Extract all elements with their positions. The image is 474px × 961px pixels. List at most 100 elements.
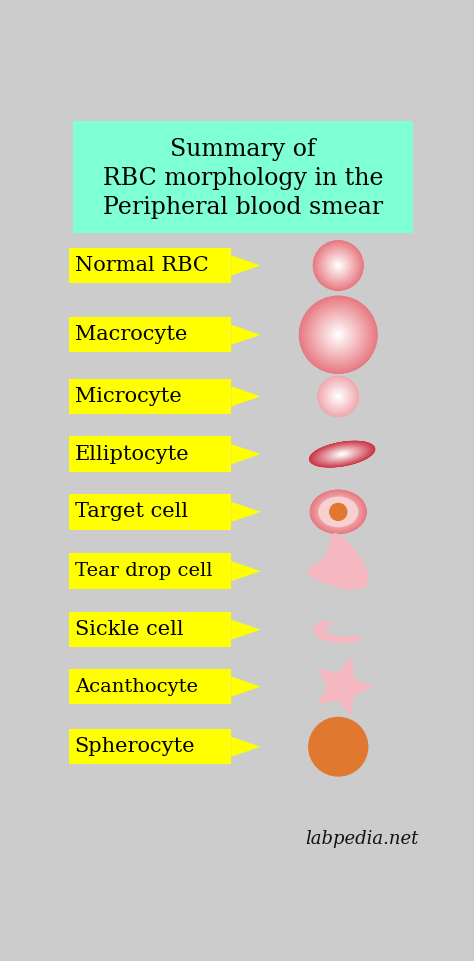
Circle shape	[313, 309, 364, 360]
Ellipse shape	[337, 511, 339, 512]
Circle shape	[310, 307, 367, 363]
Ellipse shape	[318, 445, 366, 463]
Circle shape	[318, 314, 359, 355]
Polygon shape	[231, 444, 261, 464]
Ellipse shape	[325, 448, 359, 461]
Circle shape	[334, 392, 342, 401]
Circle shape	[325, 253, 351, 279]
Circle shape	[328, 255, 349, 276]
Circle shape	[326, 254, 350, 278]
Ellipse shape	[316, 494, 361, 530]
Ellipse shape	[329, 449, 355, 459]
Polygon shape	[231, 256, 261, 276]
Ellipse shape	[328, 505, 348, 519]
Ellipse shape	[330, 450, 354, 458]
Circle shape	[334, 392, 342, 400]
Circle shape	[330, 388, 346, 405]
Ellipse shape	[328, 505, 348, 520]
Circle shape	[333, 391, 344, 402]
Circle shape	[324, 251, 353, 280]
Ellipse shape	[338, 453, 346, 456]
Text: Elliptocyte: Elliptocyte	[75, 445, 190, 463]
Ellipse shape	[323, 447, 362, 461]
Ellipse shape	[319, 445, 365, 463]
Circle shape	[334, 331, 342, 338]
Circle shape	[309, 718, 368, 776]
Circle shape	[329, 387, 347, 406]
Ellipse shape	[330, 505, 346, 518]
Ellipse shape	[333, 451, 351, 457]
Circle shape	[316, 243, 361, 288]
Circle shape	[334, 392, 342, 401]
Ellipse shape	[328, 449, 356, 459]
Ellipse shape	[323, 447, 361, 461]
Ellipse shape	[314, 443, 370, 465]
Ellipse shape	[319, 497, 358, 528]
Circle shape	[322, 249, 355, 282]
Ellipse shape	[318, 496, 359, 528]
Circle shape	[320, 378, 356, 414]
Circle shape	[333, 260, 343, 270]
Ellipse shape	[326, 448, 358, 460]
Circle shape	[337, 396, 339, 397]
Ellipse shape	[319, 445, 365, 463]
Circle shape	[328, 385, 349, 407]
Circle shape	[337, 395, 339, 397]
Ellipse shape	[326, 448, 358, 460]
Circle shape	[319, 316, 357, 354]
Ellipse shape	[332, 451, 352, 458]
Ellipse shape	[337, 452, 347, 456]
Ellipse shape	[324, 447, 361, 461]
Circle shape	[338, 334, 339, 335]
Circle shape	[322, 319, 354, 351]
Ellipse shape	[311, 491, 366, 533]
Circle shape	[329, 257, 347, 274]
Ellipse shape	[317, 495, 360, 529]
Ellipse shape	[324, 501, 353, 523]
Ellipse shape	[322, 500, 354, 525]
Ellipse shape	[328, 449, 357, 460]
FancyBboxPatch shape	[69, 317, 231, 353]
Ellipse shape	[311, 442, 374, 466]
Ellipse shape	[313, 492, 364, 531]
Circle shape	[335, 262, 342, 269]
Ellipse shape	[312, 492, 364, 531]
Circle shape	[319, 377, 357, 415]
Circle shape	[323, 320, 354, 350]
Circle shape	[331, 328, 345, 342]
Circle shape	[319, 378, 357, 415]
Ellipse shape	[322, 500, 355, 525]
Circle shape	[320, 247, 356, 283]
Circle shape	[321, 248, 356, 283]
Ellipse shape	[315, 494, 362, 530]
Circle shape	[332, 390, 345, 403]
Circle shape	[321, 379, 356, 414]
Circle shape	[337, 396, 339, 397]
Circle shape	[316, 243, 361, 287]
Circle shape	[337, 264, 339, 266]
Circle shape	[314, 242, 362, 289]
Circle shape	[327, 384, 350, 408]
Circle shape	[327, 255, 349, 277]
Ellipse shape	[319, 445, 365, 463]
Circle shape	[328, 325, 348, 345]
Circle shape	[331, 259, 346, 273]
Circle shape	[335, 393, 341, 400]
Circle shape	[322, 318, 355, 351]
Circle shape	[325, 321, 352, 349]
Ellipse shape	[325, 502, 352, 523]
Circle shape	[337, 395, 340, 398]
Circle shape	[336, 263, 340, 268]
Ellipse shape	[331, 450, 354, 458]
Ellipse shape	[313, 493, 363, 531]
Ellipse shape	[319, 498, 357, 527]
Circle shape	[316, 244, 360, 287]
Ellipse shape	[314, 493, 363, 530]
Ellipse shape	[313, 443, 371, 465]
Ellipse shape	[333, 451, 351, 457]
Circle shape	[333, 391, 343, 402]
Ellipse shape	[323, 447, 361, 461]
Circle shape	[322, 381, 355, 412]
Circle shape	[327, 323, 350, 347]
Ellipse shape	[311, 491, 365, 533]
